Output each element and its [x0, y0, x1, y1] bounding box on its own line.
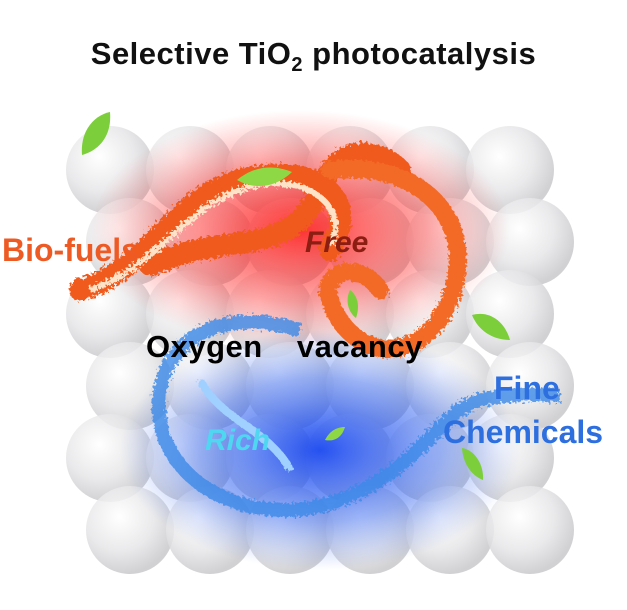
label-chemicals: Chemicals	[443, 414, 604, 450]
lattice-sphere	[486, 342, 574, 430]
label-free: Free	[305, 226, 369, 259]
lattice-sphere	[486, 486, 574, 574]
label-oxygen-vacancy: Oxygen vacancy	[146, 329, 423, 364]
lattice-sphere	[466, 270, 554, 358]
leaf-icon	[347, 290, 358, 318]
blue-glow	[120, 330, 520, 570]
water-swirl	[151, 315, 561, 517]
label-bio-fuels: Bio-fuels	[2, 232, 139, 268]
leaves	[81, 112, 510, 480]
title-subscript: 2	[291, 54, 304, 77]
leaf-icon	[462, 448, 484, 480]
title-text-suffix: photocatalysis	[303, 36, 537, 71]
title-text: Selective TiO	[90, 36, 292, 71]
leaf-icon	[81, 112, 111, 155]
label-fine: Fine	[494, 370, 560, 406]
leaf-icon	[472, 313, 510, 340]
label-rich: Rich	[205, 424, 271, 457]
leaf-icon	[325, 427, 345, 441]
leaf-icon	[237, 167, 292, 187]
page-title: Selective TiO2 photocatalysis	[0, 36, 627, 77]
